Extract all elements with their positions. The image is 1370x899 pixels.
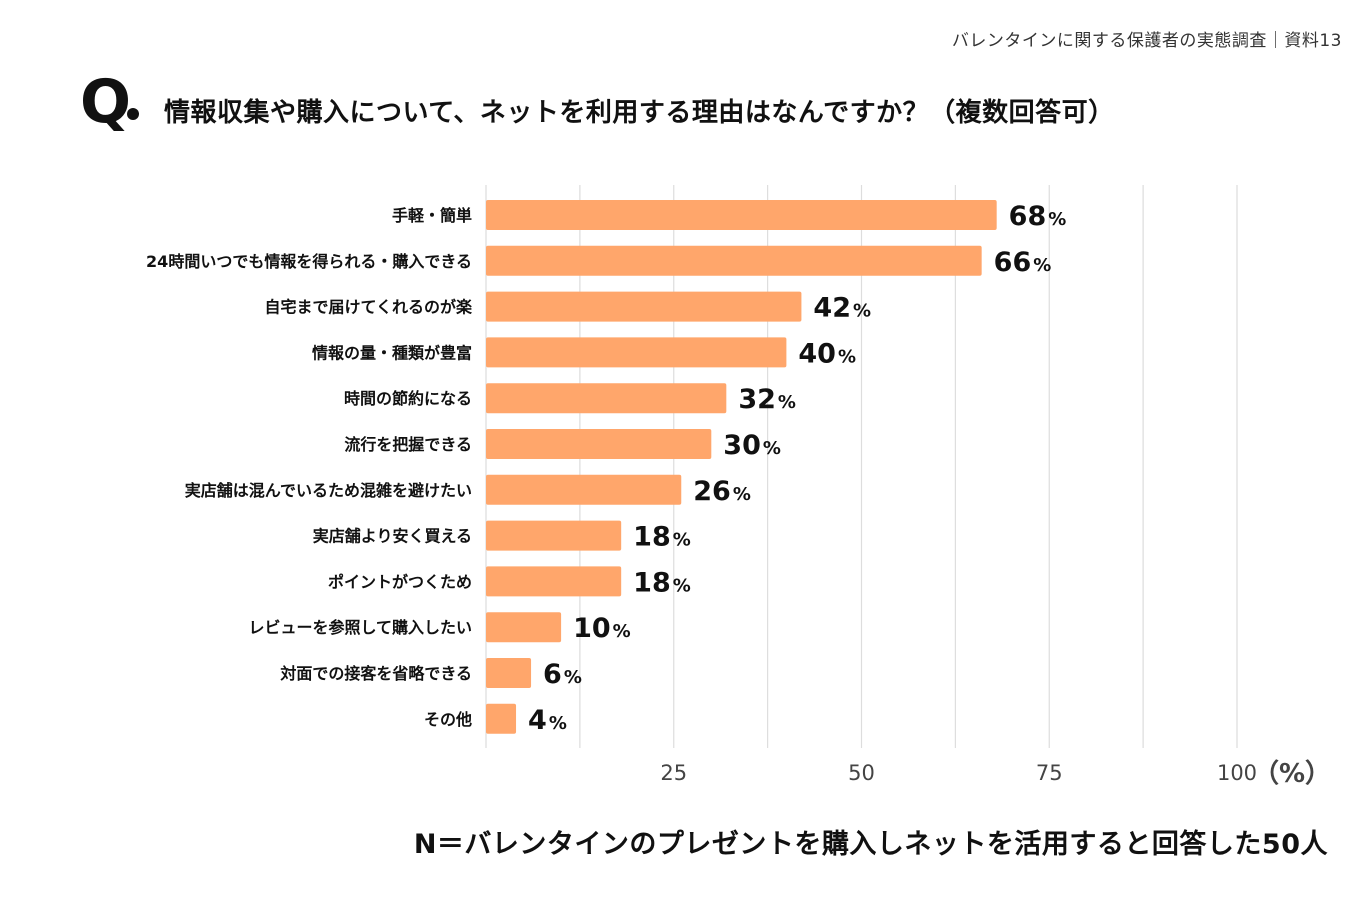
value-label: 32% [738,384,796,415]
value-label: 26% [693,476,751,507]
x-tick-label: 50 [848,761,875,785]
bars [486,200,997,734]
x-axis-unit-label: （%） [1253,759,1331,789]
value-labels: 68 %66 %42 %40 %32 %30 %26 %18 %18 %10 %6 %4% [528,201,1066,736]
bar [486,612,562,643]
category-label: ポイントがつくため [328,572,472,591]
question-mark-dot [127,108,139,120]
value-label: 42% [813,293,871,324]
report-header-note: バレンタインに関する保護者の実態調査｜資料13 [951,31,1342,51]
category-label: 手軽・簡単 [392,206,472,225]
bar [486,520,622,551]
bar [486,337,787,368]
category-labels: 手軽・簡単 24時間いつでも情報を得られる・購入できる自宅まで届けてくれるのが楽情… [146,206,473,729]
category-label: 24時間いつでも情報を得られる・購入できる [146,252,472,271]
category-label: その他 [424,710,472,729]
bar [486,200,997,230]
bar [486,429,712,459]
bar [486,566,622,597]
x-tick-label: 75 [1036,761,1063,785]
value-label: 18% [633,522,691,553]
bar [486,703,517,734]
category-label: 流行を把握できる [344,435,472,454]
bar [486,383,727,414]
value-label: 66% [994,247,1052,278]
question-mark: Q [80,67,132,137]
x-tick-label: 25 [660,761,687,785]
category-label: レビューを参照して購入したい [248,618,472,637]
category-label: 自宅まで届けてくれるのが楽 [264,298,473,317]
bar [486,291,802,322]
x-axis-ticks: 25 50 75 100 [660,761,1257,785]
category-label: 情報の量・種類が豊富 [312,343,472,362]
bar [486,474,682,505]
grid-lines [485,185,1238,748]
value-label: 40% [798,338,856,369]
value-label: 10% [573,613,631,644]
value-label: 18% [633,567,691,598]
bar [486,245,982,276]
value-label: 6% [543,659,582,690]
bar [486,658,532,688]
x-tick-label: 100 [1217,761,1257,785]
value-label: 68% [1009,201,1067,232]
category-label: 対面での接客を省略できる [279,664,472,683]
category-label: 実店舗より安く買える [313,527,472,546]
sample-size-note: N＝バレンタインのプレゼントを購入しネットを活用すると回答した50人 [413,829,1328,860]
category-label: 実店舗は混んでいるため混雑を避けたい [185,481,472,500]
value-label: 30% [723,430,781,461]
value-label: 4% [528,705,567,736]
category-label: 時間の節約になる [344,389,472,408]
chart-title: 情報収集や購入について、ネットを利用する理由はなんですか？（複数回答可） [164,98,1115,128]
